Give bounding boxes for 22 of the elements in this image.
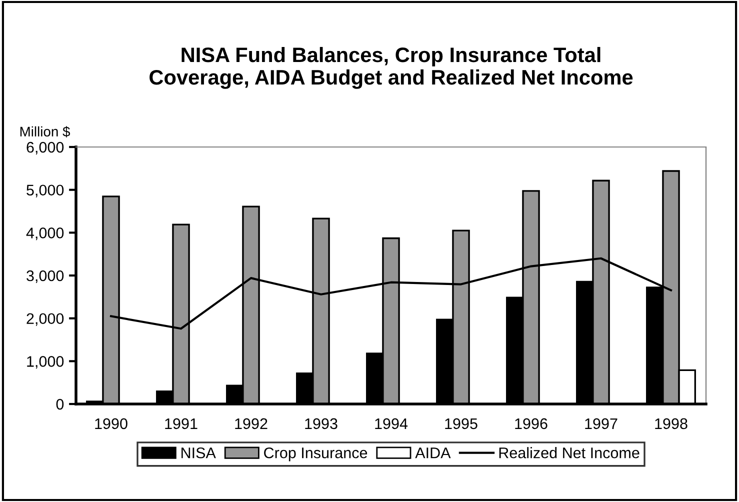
x-tick-label: 1990	[95, 418, 128, 430]
legend-label: NISA	[182, 447, 216, 458]
legend-label: Crop Insurance	[264, 447, 368, 462]
x-tick-label: 1992	[235, 418, 268, 430]
y-tick-label: 3,000	[26, 270, 64, 283]
legend-label: AIDA	[415, 448, 451, 458]
x-tick-label: 1995	[445, 418, 478, 430]
chart-title: NISA Fund Balances, Crop Insurance Total Coverage, AIDA Budget and Realized Net Income	[150, 46, 633, 89]
x-tick-label: 1996	[515, 418, 548, 430]
x-tick-label: 1993	[305, 418, 338, 430]
y-tick-label: 6,000	[26, 142, 64, 154]
legend-label: Realized Net Income	[499, 447, 640, 458]
y-tick-label: 0	[56, 398, 64, 410]
y-tick-label: 5,000	[26, 184, 64, 198]
y-tick-label: 1,000	[27, 356, 64, 369]
x-tick-label: 1998	[655, 418, 688, 430]
x-tick-label: 1994	[375, 418, 408, 430]
y-tick-label: 2,000	[26, 313, 64, 326]
x-tick-label: 1997	[585, 418, 618, 430]
y-axis-title: Million $	[20, 126, 70, 138]
y-tick-label: 4,000	[26, 228, 64, 240]
x-tick-label: 1991	[165, 418, 198, 430]
